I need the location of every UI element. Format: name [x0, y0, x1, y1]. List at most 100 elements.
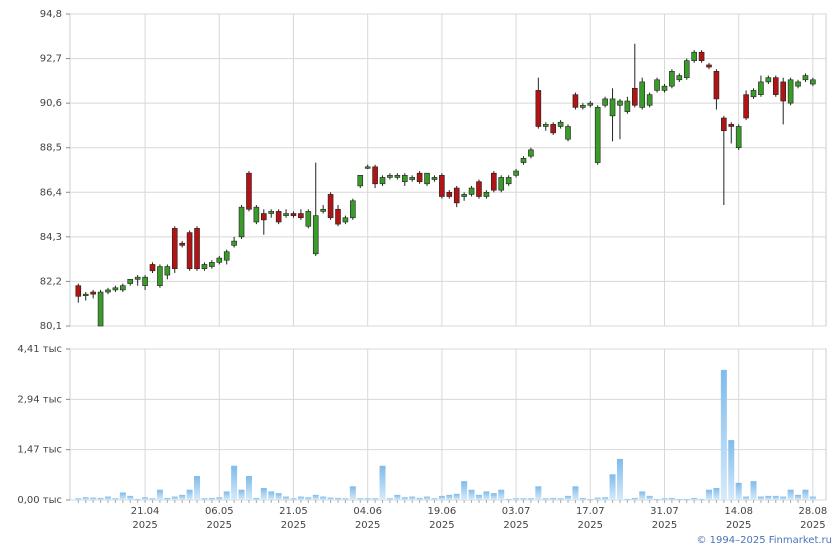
candle-body	[416, 172, 423, 182]
volume-bar	[372, 498, 379, 500]
volume-bar	[134, 498, 141, 500]
candle-body	[194, 228, 200, 269]
volume-bar	[557, 498, 564, 500]
volume-bar	[320, 496, 327, 500]
volume-bar	[401, 497, 408, 500]
candle-body	[290, 213, 297, 216]
candle-body	[439, 175, 445, 197]
x-tick-label: 14.08 2025	[724, 506, 753, 531]
candle-body	[105, 289, 111, 293]
candle-body	[350, 200, 356, 219]
candle-body	[97, 291, 104, 327]
volume-bar	[201, 498, 208, 500]
volume-bar	[631, 497, 638, 500]
volume-bar	[327, 497, 334, 500]
candle-body	[127, 279, 134, 284]
candle-body	[260, 213, 267, 221]
candle-body	[631, 87, 638, 106]
volume-bar	[535, 486, 542, 500]
volume-bar	[461, 481, 468, 500]
candle-body	[587, 102, 594, 106]
volume-bar	[342, 498, 349, 500]
candle-body	[528, 149, 534, 157]
candle-body	[468, 187, 475, 195]
y-tick-label: 2,94 тыс	[17, 394, 62, 405]
candle-body	[565, 126, 571, 140]
candle-body	[483, 191, 490, 197]
candle-body	[617, 100, 623, 106]
candle-body	[305, 211, 312, 227]
x-tick-label: 06.05 2025	[204, 506, 234, 531]
volume-bar	[386, 498, 393, 500]
y-tick-label: 80,1	[40, 321, 62, 332]
volume-bar	[431, 498, 438, 500]
candle-body	[765, 77, 772, 83]
candle-body	[283, 213, 289, 216]
candle-body	[149, 264, 156, 272]
volume-bar	[260, 488, 267, 500]
candle-body	[505, 177, 512, 185]
volume-bar	[97, 497, 104, 500]
volume-bar	[772, 495, 779, 500]
y-tick-label: 90,6	[40, 98, 62, 109]
volume-bar	[713, 488, 720, 500]
candle-body	[112, 287, 119, 291]
volume-bar	[602, 497, 609, 500]
volume-bar	[795, 494, 802, 500]
candle-body	[743, 94, 749, 119]
volume-bar	[164, 497, 171, 500]
volume-bar	[646, 495, 653, 500]
candle-body	[609, 98, 616, 117]
volume-bar	[349, 486, 356, 500]
candle-body	[476, 181, 482, 197]
candle-body	[669, 71, 675, 87]
candle-body	[661, 85, 668, 91]
candle-body	[157, 266, 163, 286]
candle-body	[171, 228, 178, 269]
volume-bar	[691, 497, 698, 500]
volume-bar	[156, 489, 163, 500]
candle-body	[654, 79, 660, 91]
volume-bar	[253, 497, 260, 500]
candle-body	[424, 172, 430, 185]
volume-bar	[297, 496, 304, 500]
volume-bar	[483, 491, 490, 500]
volume-bar	[231, 465, 238, 500]
candle-body	[223, 251, 230, 261]
volume-bar	[335, 497, 341, 500]
candle-body	[231, 240, 237, 246]
y-tick-label: 94,8	[40, 9, 62, 20]
volume-bar	[416, 497, 423, 500]
candle-body	[401, 175, 408, 182]
volume-bar	[579, 497, 586, 500]
volume-bar	[179, 494, 186, 500]
candle-body	[186, 232, 193, 269]
volume-bar	[809, 496, 816, 500]
volume-bar	[624, 498, 631, 500]
candle-body	[446, 191, 453, 197]
candle-body	[691, 51, 697, 61]
candle-body	[379, 177, 386, 185]
y-tick-label: 92,7	[40, 54, 62, 65]
candle-body	[535, 90, 542, 127]
candle-body	[409, 177, 416, 180]
candle-body	[90, 291, 96, 295]
candle-body	[542, 124, 549, 127]
volume-bar	[565, 495, 572, 500]
volume-bar	[735, 482, 742, 500]
candle-body	[706, 64, 712, 68]
volume-bar	[468, 489, 475, 500]
candle-body	[683, 60, 690, 78]
volume-bar	[379, 465, 386, 500]
y-tick-label: 82,2	[40, 276, 62, 287]
candle-body	[550, 124, 556, 134]
candle-body	[713, 71, 720, 100]
volume-bar	[609, 474, 616, 500]
candle-body	[572, 94, 579, 108]
volume-bar	[194, 476, 201, 500]
volume-bar	[275, 493, 282, 500]
candle-body	[557, 121, 564, 127]
candle-body	[728, 124, 735, 127]
price-panel	[69, 13, 827, 327]
candle-body	[491, 172, 497, 191]
